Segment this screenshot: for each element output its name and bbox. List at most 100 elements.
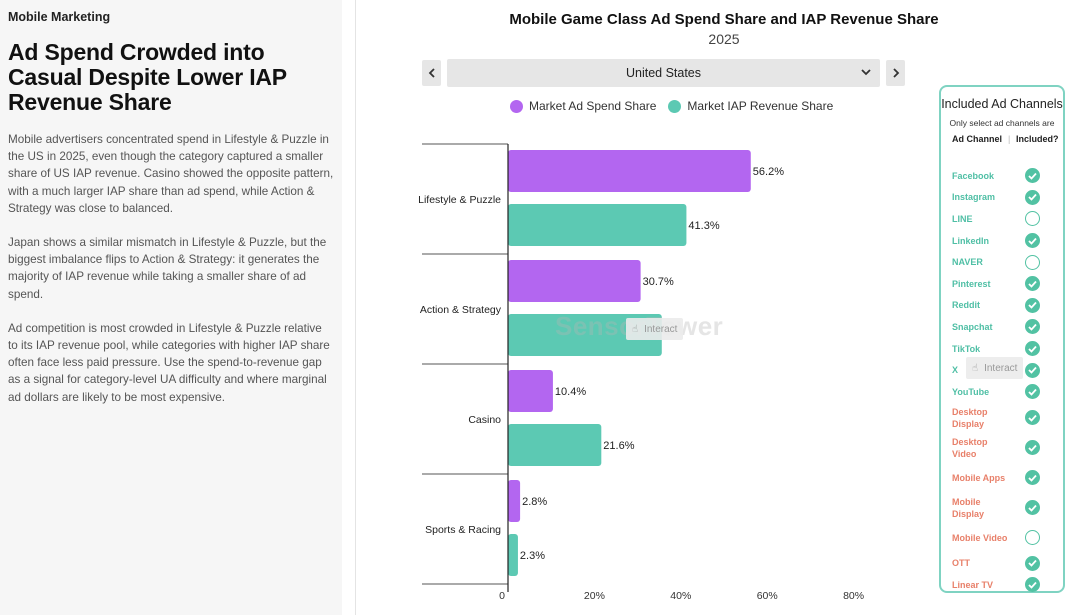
legend-item-ad-spend[interactable]: Market Ad Spend Share bbox=[510, 99, 656, 113]
channel-included-toggle[interactable] bbox=[1025, 297, 1040, 313]
checkmark-icon bbox=[1028, 172, 1037, 180]
channel-included-toggle[interactable] bbox=[1025, 319, 1040, 335]
category-label: Lifestyle & Puzzle bbox=[418, 194, 501, 206]
channel-name: TikTok bbox=[952, 343, 981, 354]
bar-value-label: 30.7% bbox=[643, 276, 674, 288]
channel-included-toggle[interactable] bbox=[1025, 500, 1040, 516]
channel-row: Desktop Display bbox=[952, 403, 1056, 433]
chart-subtitle: 2025 bbox=[708, 31, 740, 47]
ad-spend-bar[interactable] bbox=[508, 150, 751, 192]
channel-included-toggle[interactable] bbox=[1025, 530, 1040, 546]
channel-row: X bbox=[952, 359, 1056, 381]
chart-legend: Market Ad Spend Share Market IAP Revenue… bbox=[510, 99, 845, 113]
channel-row: Snapchat bbox=[952, 316, 1056, 338]
legend-dot-iap-revenue bbox=[668, 99, 682, 113]
channel-included-toggle[interactable] bbox=[1025, 189, 1040, 205]
channel-included-toggle[interactable] bbox=[1025, 410, 1040, 426]
channel-name: OTT bbox=[952, 558, 970, 569]
channel-included-toggle[interactable] bbox=[1025, 211, 1040, 227]
country-select[interactable]: United States bbox=[447, 59, 880, 87]
interact-label: Interact bbox=[984, 362, 1018, 374]
legend-label-ad-spend: Market Ad Spend Share bbox=[529, 99, 657, 113]
channels-note: Only select ad channels are bbox=[949, 118, 1055, 128]
channel-row: Linear TV bbox=[952, 574, 1056, 596]
legend-item-iap-revenue[interactable]: Market IAP Revenue Share bbox=[668, 99, 833, 113]
bar-value-label: 21.6% bbox=[603, 440, 634, 452]
channel-name: Mobile Apps bbox=[952, 472, 1006, 483]
channel-name: Desktop Video bbox=[952, 436, 988, 459]
ad-spend-bar[interactable] bbox=[508, 260, 641, 302]
header-separator: | bbox=[1008, 134, 1011, 144]
channel-name: Desktop Display bbox=[952, 406, 988, 429]
channel-included-toggle[interactable] bbox=[1025, 276, 1040, 292]
iap-revenue-bar[interactable] bbox=[508, 204, 687, 246]
channel-included-toggle[interactable] bbox=[1025, 384, 1040, 400]
article-headline: Ad Spend Crowded into Casual Despite Low… bbox=[8, 39, 287, 115]
category-label: Action & Strategy bbox=[420, 304, 502, 316]
hand-pointer-icon: ☝ bbox=[972, 362, 979, 374]
bar-chart: Lifestyle & Puzzle 56.2% 41.3% Action & Str… bbox=[418, 143, 864, 602]
x-tick-label: 0 bbox=[499, 590, 505, 602]
hand-pointer-icon: ☝ bbox=[632, 323, 639, 335]
category-label: Sports & Racing bbox=[425, 524, 501, 536]
included-channels-panel: Included Ad Channels Only select ad chan… bbox=[939, 85, 1065, 593]
interact-badge[interactable]: ☝ Interact bbox=[966, 357, 1024, 379]
checkmark-icon bbox=[1028, 388, 1037, 396]
interact-badge[interactable]: ☝ Interact bbox=[626, 318, 684, 340]
bar-value-label: 2.3% bbox=[520, 550, 545, 562]
x-tick-label: 40% bbox=[670, 590, 691, 602]
ad-spend-bar[interactable] bbox=[508, 370, 553, 412]
channels-header: Ad Channel | Included? bbox=[941, 134, 1063, 144]
channel-included-toggle[interactable] bbox=[1025, 168, 1040, 184]
channel-name: Linear TV bbox=[952, 579, 994, 590]
checkmark-icon bbox=[1028, 581, 1037, 589]
channel-row: LINE bbox=[952, 208, 1056, 230]
channel-row: Desktop Video bbox=[952, 433, 1056, 463]
iap-revenue-bar[interactable] bbox=[508, 424, 602, 466]
article-panel: Mobile Marketing Ad Spend Crowded into C… bbox=[0, 0, 342, 615]
channels-col-channel: Ad Channel bbox=[952, 134, 1003, 144]
channel-included-toggle[interactable] bbox=[1025, 577, 1040, 593]
legend-dot-ad-spend bbox=[510, 99, 523, 113]
checkmark-icon bbox=[1028, 237, 1037, 245]
bar-value-label: 10.4% bbox=[555, 386, 586, 398]
channel-row: Mobile Video bbox=[952, 523, 1056, 553]
channel-name: LinkedIn bbox=[952, 235, 990, 246]
channel-included-toggle[interactable] bbox=[1025, 362, 1040, 378]
channel-name: Reddit bbox=[952, 300, 980, 311]
channel-row: Mobile Apps bbox=[952, 463, 1056, 493]
panel-divider bbox=[355, 0, 356, 615]
prev-country-button[interactable] bbox=[422, 60, 441, 86]
article-paragraph: Ad competition is most crowded in Lifest… bbox=[8, 321, 330, 404]
checkmark-icon bbox=[1028, 280, 1037, 288]
article-paragraph: Japan shows a similar mismatch in Lifest… bbox=[8, 236, 327, 301]
channel-included-toggle[interactable] bbox=[1025, 470, 1040, 486]
channel-name: Snapchat bbox=[952, 321, 993, 332]
channel-row: LinkedIn bbox=[952, 230, 1056, 252]
ad-spend-bar[interactable] bbox=[508, 480, 521, 522]
article-eyebrow: Mobile Marketing bbox=[8, 10, 111, 24]
channel-included-toggle[interactable] bbox=[1025, 341, 1040, 357]
checkmark-icon bbox=[1028, 444, 1037, 452]
channel-row: OTT bbox=[952, 553, 1056, 575]
x-tick-label: 20% bbox=[584, 590, 605, 602]
legend-label-iap-revenue: Market IAP Revenue Share bbox=[687, 99, 834, 113]
chevron-right-icon bbox=[892, 68, 899, 78]
chevron-left-icon bbox=[428, 68, 435, 78]
channel-included-toggle[interactable] bbox=[1025, 440, 1040, 456]
channel-included-toggle[interactable] bbox=[1025, 233, 1040, 249]
checkmark-icon bbox=[1028, 414, 1037, 422]
x-tick-label: 60% bbox=[757, 590, 778, 602]
iap-revenue-bar[interactable] bbox=[508, 534, 518, 576]
channels-title: Included Ad Channels bbox=[941, 97, 1063, 111]
channel-row: Reddit bbox=[952, 295, 1056, 317]
country-select-value: United States bbox=[625, 66, 702, 80]
iap-revenue-bar[interactable] bbox=[508, 314, 662, 356]
bar-value-label: 41.3% bbox=[688, 220, 719, 232]
channel-included-toggle[interactable] bbox=[1025, 254, 1040, 270]
category-label: Casino bbox=[468, 414, 501, 426]
next-country-button[interactable] bbox=[886, 60, 905, 86]
channel-included-toggle[interactable] bbox=[1025, 555, 1040, 571]
channel-row: Instagram bbox=[952, 187, 1056, 209]
channel-name: Mobile Display bbox=[952, 496, 985, 519]
